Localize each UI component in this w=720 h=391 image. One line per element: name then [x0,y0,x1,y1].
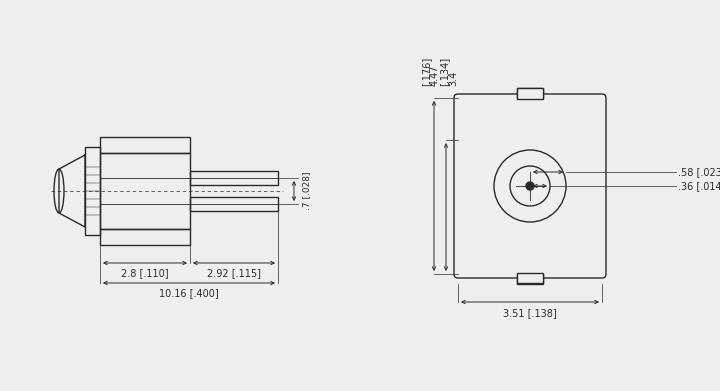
Text: [.134]: [.134] [439,57,449,86]
Text: 2.92 [.115]: 2.92 [.115] [207,268,261,278]
Text: 2.8 [.110]: 2.8 [.110] [121,268,168,278]
Bar [85,147,100,235]
Text: .58 [.023]: .58 [.023] [678,167,720,177]
Text: [.176]: [.176] [421,57,431,86]
Bar [517,88,543,98]
Text: 3.51 [.138]: 3.51 [.138] [503,308,557,318]
Bar [100,137,190,153]
Bar [517,273,543,283]
Text: 4.47: 4.47 [430,65,440,86]
Bar [190,197,278,211]
Bar [190,171,278,185]
Circle shape [526,182,534,190]
Text: .7 [.028]: .7 [.028] [302,172,311,210]
Text: 3.4: 3.4 [448,71,458,86]
Text: 10.16 [.400]: 10.16 [.400] [159,288,219,298]
Bar [100,153,190,229]
Bar [517,274,543,284]
Bar [100,229,190,245]
Bar [517,88,543,99]
Text: .36 [.014]: .36 [.014] [678,181,720,191]
